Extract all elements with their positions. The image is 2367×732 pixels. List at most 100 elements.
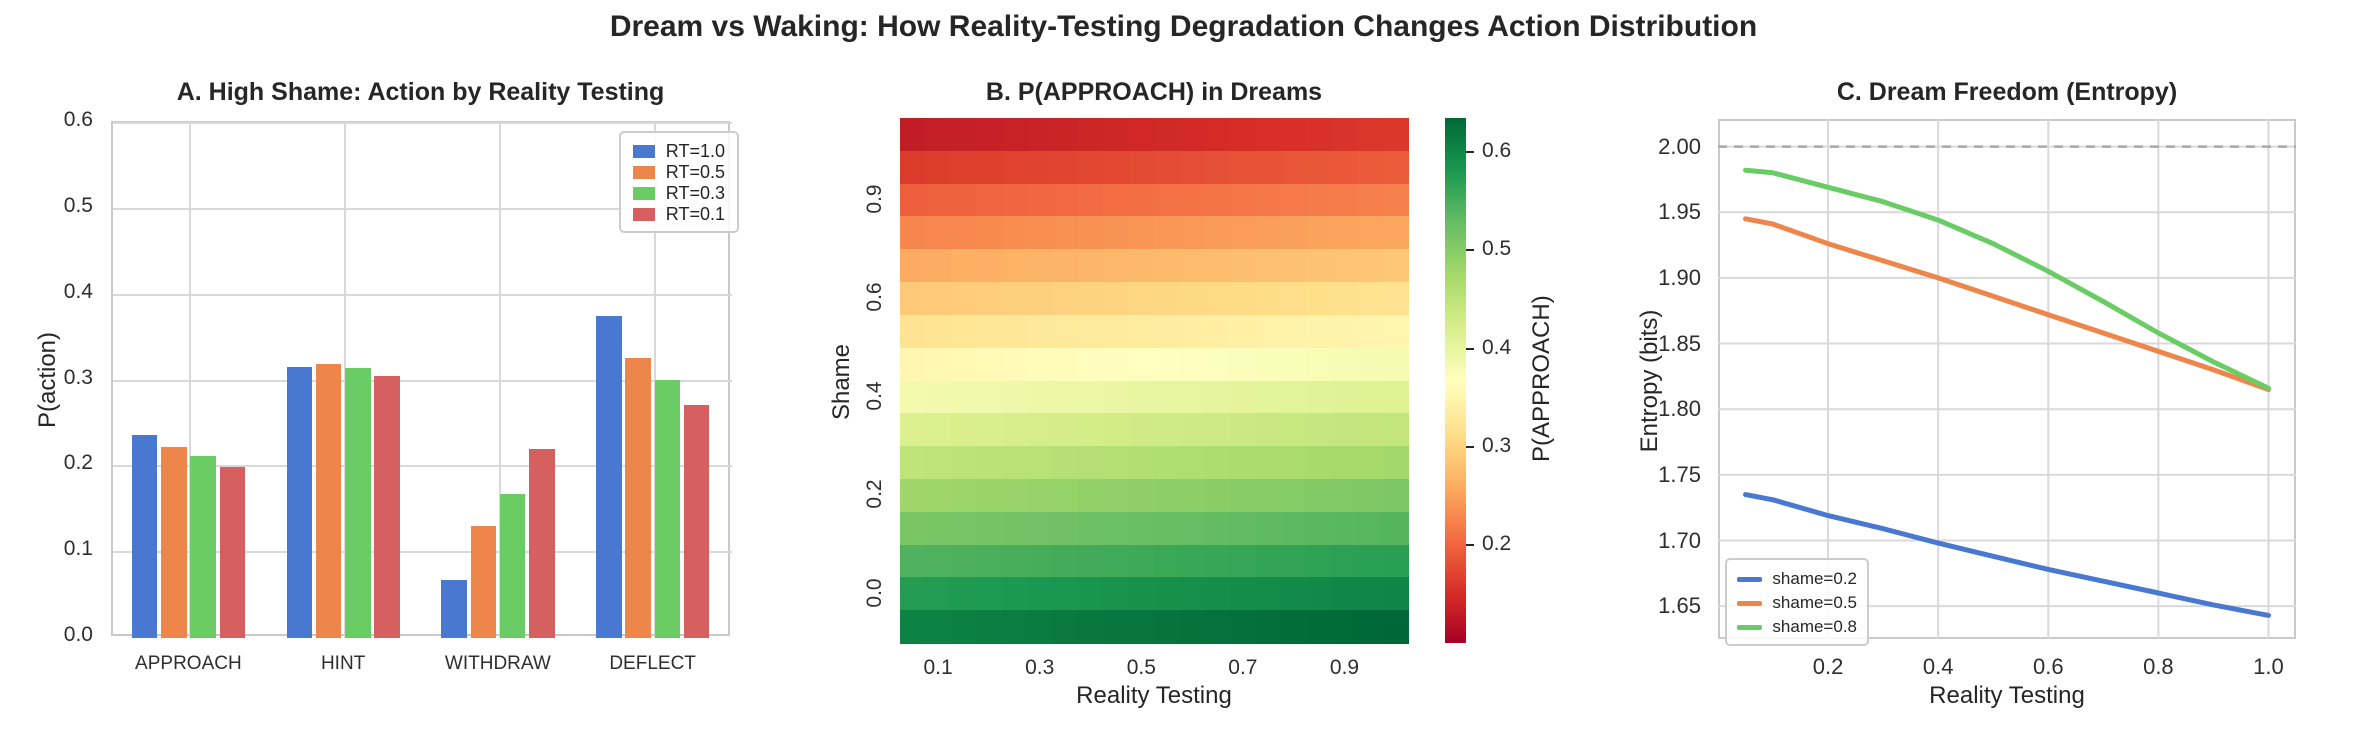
- colorbar-tick-label: 0.6: [1482, 139, 1512, 163]
- y-tick-label: 1.85: [1658, 330, 1701, 356]
- heatmap-cell: [1204, 216, 1231, 250]
- heatmap-cell: [1027, 511, 1053, 546]
- heatmap-cell: [1255, 183, 1282, 218]
- heatmap-cell: [1306, 249, 1333, 283]
- gridline: [189, 123, 192, 638]
- heatmap-cell: [1179, 610, 1206, 644]
- x-tick-label: 0.7: [1228, 656, 1258, 679]
- heatmap-cell: [900, 216, 926, 250]
- heatmap-cell: [1255, 511, 1282, 546]
- heatmap-cell: [1204, 314, 1231, 349]
- heatmap-cell: [950, 380, 977, 414]
- panel-c-legend: shame=0.2 shame=0.5 shame=0.8: [1725, 558, 1869, 646]
- heatmap-cell: [900, 282, 926, 316]
- heatmap-cell: [1103, 413, 1130, 447]
- heatmap-cell: [900, 150, 926, 185]
- colorbar: [1445, 118, 1466, 643]
- legend-item: RT=0.5: [633, 162, 725, 183]
- heatmap-cell: [1357, 347, 1384, 382]
- heatmap-cell: [1230, 150, 1257, 185]
- heatmap-cell: [1027, 577, 1053, 611]
- heatmap-cell: [1077, 511, 1104, 546]
- heatmap-cell: [1154, 314, 1180, 349]
- heatmap-cell: [1052, 544, 1079, 578]
- heatmap-cell: [1357, 577, 1384, 611]
- heatmap-cell: [1052, 413, 1079, 447]
- heatmap-cell: [1027, 478, 1053, 513]
- heatmap-cell: [900, 511, 926, 546]
- heatmap-cell: [1382, 413, 1409, 447]
- panel-c-title: C. Dream Freedom (Entropy): [1836, 78, 2178, 106]
- heatmap-cell: [900, 347, 926, 382]
- y-tick-label: 0.4: [863, 381, 886, 411]
- heatmap-cell: [900, 413, 926, 447]
- heatmap-cell: [1357, 249, 1384, 283]
- heatmap-cell: [1306, 413, 1333, 447]
- heatmap-cell: [1077, 314, 1104, 349]
- heatmap-cell: [1027, 413, 1053, 447]
- heatmap-cell: [1001, 544, 1028, 578]
- heatmap-cell: [1281, 282, 1307, 316]
- heatmap-cell: [1052, 347, 1079, 382]
- heatmap-cell: [1331, 183, 1358, 218]
- x-tick-label: 0.8: [2143, 654, 2174, 679]
- heatmap-cell: [1179, 413, 1206, 447]
- bar-withdraw-rt=0.5: [470, 526, 497, 638]
- heatmap-cell: [976, 446, 1003, 480]
- heatmap-cell: [1357, 282, 1384, 316]
- x-category-label: DEFLECT: [609, 653, 696, 674]
- heatmap-cell: [1255, 446, 1282, 480]
- heatmap-cell: [1255, 314, 1282, 349]
- heatmap-cell: [976, 249, 1003, 283]
- y-tick-label: 1.90: [1658, 264, 1701, 290]
- heatmap-cell: [1331, 610, 1358, 644]
- heatmap-cell: [1255, 478, 1282, 513]
- colorbar-tick: [1466, 249, 1474, 252]
- heatmap-cell: [1027, 380, 1053, 414]
- heatmap-cell: [1331, 544, 1358, 578]
- heatmap-cell: [1077, 150, 1104, 185]
- y-tick-label: 0.2: [863, 479, 886, 509]
- x-category-label: APPROACH: [135, 653, 242, 674]
- heatmap-cell: [1128, 249, 1155, 283]
- y-tick-label: 0.0: [63, 623, 93, 646]
- heatmap-cell: [1052, 150, 1079, 185]
- x-tick-label: 0.2: [1812, 654, 1844, 679]
- legend-swatch-rt03: [633, 187, 655, 200]
- heatmap-cell: [1001, 347, 1028, 382]
- heatmap-cell: [1103, 347, 1130, 382]
- heatmap-cell: [1103, 183, 1130, 218]
- legend-item: RT=0.3: [633, 183, 725, 204]
- heatmap-cell: [900, 380, 926, 414]
- legend-item: RT=1.0: [633, 141, 725, 162]
- bar-withdraw-rt=0.3: [499, 493, 526, 638]
- heatmap-cell: [1306, 183, 1333, 218]
- heatmap-cell: [1179, 380, 1206, 414]
- bar-hint-rt=0.3: [345, 368, 371, 638]
- heatmap-cell: [1128, 511, 1155, 546]
- heatmap-cell: [900, 183, 926, 218]
- heatmap-cell: [1154, 150, 1180, 185]
- panel-c-plot-area: [1718, 119, 2296, 639]
- x-tick-label: 0.6: [2032, 654, 2064, 679]
- heatmap-cell: [1331, 478, 1358, 513]
- heatmap-cell: [1357, 610, 1384, 644]
- heatmap-cell: [950, 150, 977, 185]
- panel-a-title: A. High Shame: Action by Reality Testing: [176, 78, 665, 106]
- heatmap-cell: [925, 544, 952, 578]
- bar-approach-rt=0.5: [161, 447, 187, 638]
- heatmap-cell: [1179, 183, 1206, 218]
- heatmap-cell: [900, 610, 926, 644]
- heatmap-cell: [1077, 413, 1104, 447]
- colorbar-tick: [1466, 151, 1474, 154]
- y-tick-label: 1.70: [1658, 527, 1701, 553]
- heatmap-cell: [1103, 249, 1130, 283]
- heatmap-cell: [1382, 314, 1409, 349]
- heatmap-cell: [976, 610, 1003, 644]
- heatmap-cell: [950, 577, 977, 611]
- colorbar-tick: [1466, 445, 1474, 448]
- gridline: [113, 465, 732, 468]
- heatmap-cell: [1027, 347, 1053, 382]
- x-tick-label: 0.9: [1329, 656, 1360, 679]
- heatmap-cell: [1204, 183, 1231, 218]
